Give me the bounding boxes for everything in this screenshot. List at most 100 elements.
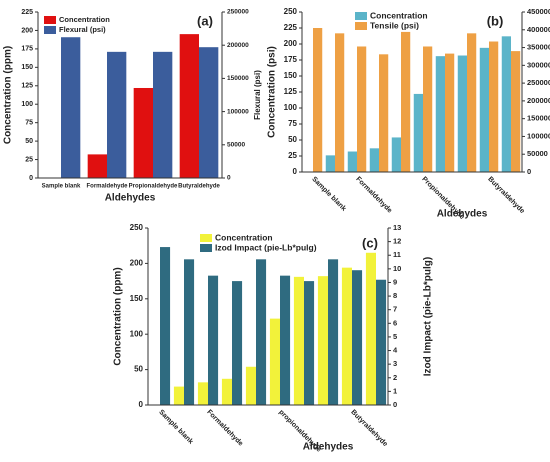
- bar: [369, 148, 379, 172]
- y-tick-label: 100: [130, 329, 144, 338]
- x-axis-label: Aldehydes: [437, 209, 488, 220]
- y-tick-label: 0: [139, 400, 144, 409]
- x-axis-label: Aldehydes: [303, 442, 354, 453]
- bar: [293, 276, 304, 405]
- y-tick-label: 0: [29, 175, 33, 182]
- bar: [423, 46, 433, 172]
- y-tick-label: 150: [21, 64, 33, 71]
- y-tick-label: 50: [288, 135, 297, 144]
- y2-tick-label: 100000: [527, 131, 550, 140]
- y2-tick-label: 450000: [527, 7, 550, 16]
- bar: [280, 275, 291, 405]
- bar: [376, 279, 387, 405]
- bar: [467, 33, 477, 173]
- bar: [153, 51, 173, 179]
- bar: [317, 276, 328, 405]
- y2-tick-label: 400000: [527, 25, 550, 34]
- bar: [232, 281, 243, 405]
- y-axis-label: Concentration (ppm): [3, 46, 14, 144]
- y-tick-label: 100: [284, 103, 298, 112]
- y-tick-label: 225: [21, 9, 33, 16]
- y-tick-label: 175: [21, 46, 33, 53]
- y-tick-label: 25: [288, 151, 297, 160]
- bar: [179, 34, 199, 179]
- bar: [479, 47, 489, 173]
- x-tick-label: Formaldehyde: [86, 184, 128, 190]
- y2-axis-label: Izod Impact (pie-Lb*pulg): [423, 257, 434, 376]
- y-tick-label: 150: [284, 71, 298, 80]
- y-axis-label: Concentration (psi): [267, 46, 278, 138]
- y2-tick-label: 150000: [527, 114, 550, 123]
- bar: [221, 378, 232, 405]
- bar: [87, 154, 107, 178]
- bar: [501, 36, 511, 172]
- y-tick-label: 250: [130, 223, 144, 232]
- bar: [511, 51, 521, 172]
- axes-frame: [301, 12, 523, 173]
- bar: [269, 318, 280, 405]
- bar: [357, 46, 367, 172]
- y-tick-label: 250: [284, 7, 298, 16]
- legend-swatch: [200, 234, 212, 242]
- y2-axis-label: Flexural (psi): [253, 70, 262, 120]
- panel-label: (b): [487, 13, 504, 28]
- y2-tick-label: 9: [393, 277, 397, 286]
- bar: [197, 382, 208, 405]
- y2-tick-label: 100000: [227, 108, 249, 115]
- y2-tick-label: 11: [393, 250, 401, 259]
- y-tick-label: 75: [25, 120, 33, 127]
- bar: [365, 252, 376, 405]
- y-tick-label: 225: [284, 23, 298, 32]
- y-tick-label: 175: [284, 55, 298, 64]
- legend-swatch: [44, 26, 56, 34]
- legend-label: Concentration: [370, 10, 428, 20]
- x-tick-label: Butyraldehyde: [178, 184, 220, 190]
- bar: [325, 155, 335, 172]
- y2-tick-label: 7: [393, 305, 397, 314]
- bar: [457, 55, 467, 172]
- y2-tick-label: 200000: [527, 96, 550, 105]
- y2-tick-label: 2: [393, 373, 397, 382]
- bar: [256, 259, 267, 405]
- bar: [133, 87, 153, 178]
- y2-tick-label: 12: [393, 237, 401, 246]
- bar: [199, 47, 219, 178]
- y2-tick-label: 0: [527, 167, 531, 176]
- axes-frame: [147, 228, 389, 406]
- bar: [245, 366, 256, 405]
- y-tick-label: 25: [25, 156, 33, 163]
- legend-label: Concentration: [215, 232, 273, 242]
- bar: [208, 275, 219, 405]
- legend-label: Izod Impact (pie-Lb*pulg): [215, 242, 317, 252]
- bar: [313, 28, 323, 172]
- bar: [61, 37, 81, 179]
- bar: [304, 281, 315, 405]
- y2-tick-label: 350000: [527, 43, 550, 52]
- bar: [347, 151, 357, 172]
- bar: [489, 41, 499, 173]
- legend-label: Flexural (psi): [59, 25, 106, 34]
- panel-label: (c): [362, 235, 378, 250]
- bar: [328, 259, 339, 405]
- y-tick-label: 200: [130, 259, 144, 268]
- bar: [435, 56, 445, 172]
- bar: [413, 93, 423, 172]
- y2-tick-label: 250000: [227, 9, 249, 16]
- bar: [184, 259, 195, 405]
- legend-label: Concentration: [59, 15, 110, 24]
- y2-tick-label: 6: [393, 318, 397, 327]
- x-tick-label: Formaldehyde: [205, 409, 244, 448]
- legend-swatch: [200, 244, 212, 252]
- y-tick-label: 150: [130, 294, 144, 303]
- y2-tick-label: 0: [227, 175, 231, 182]
- y-tick-label: 200: [21, 27, 33, 34]
- y2-tick-label: 200000: [227, 42, 249, 49]
- x-tick-label: Propionaldehyde: [129, 184, 178, 190]
- legend-swatch: [355, 12, 367, 20]
- y2-tick-label: 150000: [227, 75, 249, 82]
- legend-swatch: [355, 22, 367, 30]
- x-tick-label: Sample blank: [310, 176, 347, 213]
- y2-tick-label: 1: [393, 386, 397, 395]
- y2-tick-label: 250000: [527, 78, 550, 87]
